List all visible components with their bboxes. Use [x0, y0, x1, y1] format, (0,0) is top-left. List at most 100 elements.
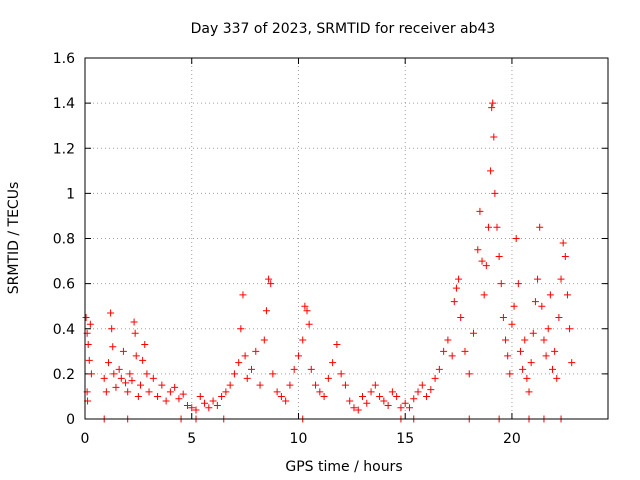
data-point [256, 381, 264, 389]
y-tick-label: 0 [66, 412, 75, 428]
data-point [277, 392, 285, 400]
data-point [504, 352, 512, 360]
data-point [87, 370, 95, 378]
data-point [109, 343, 117, 351]
data-point [388, 388, 396, 396]
data-point [230, 370, 238, 378]
data-point [435, 365, 443, 373]
data-point [457, 313, 465, 321]
data-point [110, 370, 118, 378]
data-point [104, 359, 112, 367]
data-point [470, 329, 478, 337]
data-point [337, 370, 345, 378]
data-point [363, 399, 371, 407]
data-point [128, 377, 136, 385]
data-point [474, 246, 482, 254]
data-point [561, 253, 569, 261]
data-point [401, 399, 409, 407]
data-point [546, 291, 554, 299]
y-tick-label: 0.4 [53, 322, 75, 338]
data-point [262, 307, 270, 315]
data-point [85, 356, 93, 364]
data-point [265, 275, 273, 283]
chart-title: Day 337 of 2023, SRMTID for receiver ab4… [191, 21, 496, 37]
data-point [294, 352, 302, 360]
data-point [243, 374, 251, 382]
data-point [557, 275, 565, 283]
data-point [484, 223, 492, 231]
data-point [525, 388, 533, 396]
data-point [540, 336, 548, 344]
data-point [397, 404, 405, 412]
data-point [134, 392, 142, 400]
data-point [427, 386, 435, 394]
data-point [248, 365, 256, 373]
data-point [506, 370, 514, 378]
data-point [329, 359, 337, 367]
data-point [303, 307, 311, 315]
x-tick-label: 20 [503, 431, 521, 447]
data-point [536, 223, 544, 231]
data-point [346, 397, 354, 405]
data-point [252, 347, 260, 355]
data-point [117, 374, 125, 382]
y-tick-label: 0.6 [53, 277, 75, 293]
data-point [201, 399, 209, 407]
data-point [149, 374, 157, 382]
data-point [222, 388, 230, 396]
data-point [162, 397, 170, 405]
data-point [480, 291, 488, 299]
x-tick-label: 10 [290, 431, 308, 447]
data-point [367, 388, 375, 396]
y-tick-label: 1.4 [53, 96, 75, 112]
data-point [316, 388, 324, 396]
data-point [107, 309, 115, 317]
data-point [553, 374, 561, 382]
data-point [418, 381, 426, 389]
data-point [478, 257, 486, 265]
data-point [555, 313, 563, 321]
data-point [534, 275, 542, 283]
data-point [139, 356, 147, 364]
data-point [175, 395, 183, 403]
data-point [444, 336, 452, 344]
data-point [235, 359, 243, 367]
data-point [115, 365, 123, 373]
data-point [269, 370, 277, 378]
data-point [205, 404, 213, 412]
data-point [126, 370, 134, 378]
y-tick-label: 0.2 [53, 367, 75, 383]
data-point [241, 352, 249, 360]
data-point [380, 397, 388, 405]
data-point [102, 388, 110, 396]
y-tick-label: 1.6 [53, 51, 75, 67]
data-point [531, 298, 539, 306]
data-point [482, 262, 490, 270]
data-point [497, 280, 505, 288]
data-point [209, 397, 217, 405]
data-point [448, 352, 456, 360]
data-point [237, 325, 245, 333]
data-point [499, 313, 507, 321]
data-point [488, 104, 496, 112]
data-point [183, 401, 191, 409]
data-point [131, 329, 139, 337]
data-point [510, 302, 518, 310]
data-point [196, 392, 204, 400]
data-point [476, 207, 484, 215]
data-point [516, 347, 524, 355]
data-point [84, 341, 92, 349]
data-point [542, 352, 550, 360]
data-point [519, 365, 527, 373]
y-axis-label: SRMTID / TECUs [6, 182, 22, 295]
data-point [213, 401, 221, 409]
data-point [423, 392, 431, 400]
data-point [305, 320, 313, 328]
data-point [493, 223, 501, 231]
data-point [171, 383, 179, 391]
data-point [508, 320, 516, 328]
data-point [405, 404, 413, 412]
data-points [82, 99, 576, 423]
data-point [273, 388, 281, 396]
plot-frame [84, 57, 609, 420]
